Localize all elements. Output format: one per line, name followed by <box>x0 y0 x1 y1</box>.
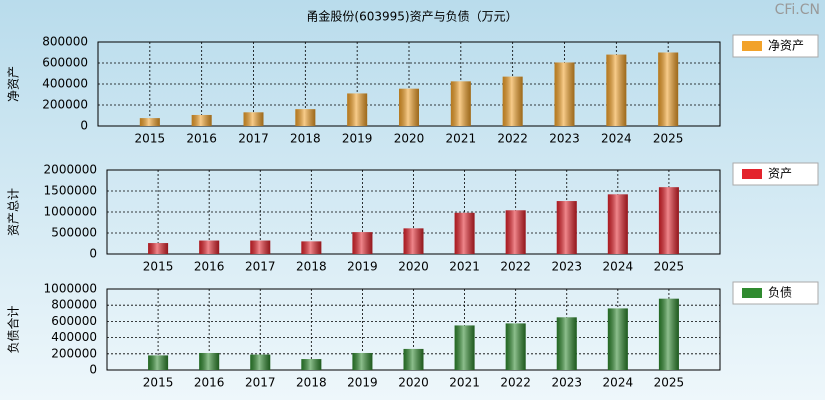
bar-shade <box>658 52 679 126</box>
x-tick-label: 2018 <box>296 260 327 274</box>
y-tick-label: 800000 <box>42 35 88 49</box>
y-tick-label: 0 <box>89 363 97 377</box>
y-tick-label: 400000 <box>51 330 97 344</box>
y-tick-label: 200000 <box>51 346 97 360</box>
bar-shade <box>505 323 526 370</box>
bar-shade <box>607 194 628 254</box>
x-tick-label: 2024 <box>603 260 634 274</box>
watermark: CFi.CN <box>775 2 820 18</box>
bar-shade <box>250 240 271 254</box>
x-tick-label: 2022 <box>497 132 528 146</box>
y-tick-label: 1000000 <box>44 282 97 296</box>
bar-shade <box>606 54 627 126</box>
bar-shade <box>607 308 628 370</box>
legend-box <box>732 162 819 186</box>
y-tick-label: 2000000 <box>44 163 97 177</box>
bar-shade <box>250 354 271 370</box>
legend-label: 资产 <box>768 167 792 181</box>
x-tick-label: 2015 <box>143 376 174 390</box>
y-tick-label: 200000 <box>42 98 88 112</box>
y-tick-label: 400000 <box>42 77 88 91</box>
x-tick-label: 2016 <box>186 132 217 146</box>
bar-shade <box>199 352 220 370</box>
legend-swatch <box>742 41 762 51</box>
y-tick-label: 1500000 <box>44 184 97 198</box>
bar-shade <box>191 114 212 126</box>
x-tick-label: 2020 <box>394 132 425 146</box>
bar-shade <box>139 118 160 126</box>
bar-shade <box>347 93 368 126</box>
x-tick-label: 2017 <box>245 376 276 390</box>
bar-shade <box>403 228 424 254</box>
bar-shade <box>556 201 577 254</box>
x-tick-label: 2016 <box>194 376 225 390</box>
bar-shade <box>352 232 373 254</box>
bar-shade <box>295 109 316 126</box>
legend-swatch <box>742 288 762 298</box>
x-tick-label: 2024 <box>601 132 632 146</box>
bar-shade <box>199 240 220 254</box>
bar-shade <box>352 352 373 370</box>
legend-box <box>732 281 819 305</box>
x-tick-label: 2021 <box>449 260 480 274</box>
y-tick-label: 600000 <box>42 56 88 70</box>
x-tick-label: 2019 <box>347 376 378 390</box>
x-tick-label: 2021 <box>449 376 480 390</box>
y-tick-label: 0 <box>89 247 97 261</box>
bar-shade <box>505 210 526 254</box>
bar-shade <box>301 359 322 370</box>
x-tick-label: 2023 <box>549 132 580 146</box>
y-tick-label: 600000 <box>51 314 97 328</box>
bar-shade <box>554 62 575 126</box>
x-tick-label: 2019 <box>342 132 373 146</box>
y-tick-label: 1000000 <box>44 205 97 219</box>
x-tick-label: 2018 <box>290 132 321 146</box>
y-tick-label: 800000 <box>51 298 97 312</box>
x-tick-label: 2020 <box>398 376 429 390</box>
y-tick-label: 500000 <box>51 226 97 240</box>
bar-shade <box>148 243 169 254</box>
bar-shade <box>399 88 419 126</box>
bar-shade <box>243 112 264 126</box>
bar-shade <box>658 187 679 254</box>
y-axis-label: 资产总计 <box>7 188 21 236</box>
x-tick-label: 2017 <box>238 132 269 146</box>
legend-box <box>732 34 819 58</box>
legend-label: 负债 <box>768 286 792 300</box>
bar-shade <box>454 212 475 254</box>
x-tick-label: 2021 <box>446 132 477 146</box>
x-tick-label: 2025 <box>653 132 684 146</box>
bar-shade <box>403 348 424 370</box>
bar-shade <box>658 298 679 370</box>
y-axis-label: 负债合计 <box>6 305 21 353</box>
y-axis-label: 净资产 <box>7 66 21 102</box>
x-tick-label: 2019 <box>347 260 378 274</box>
x-tick-label: 2016 <box>194 260 225 274</box>
x-tick-label: 2015 <box>135 132 166 146</box>
bar-shade <box>556 317 577 370</box>
x-tick-label: 2023 <box>551 260 582 274</box>
chart-title: 甬金股份(603995)资产与负债（万元） <box>306 9 517 24</box>
x-tick-label: 2024 <box>603 376 634 390</box>
y-tick-label: 0 <box>80 119 88 133</box>
bar-shade <box>450 81 471 126</box>
x-tick-label: 2020 <box>398 260 429 274</box>
legend-swatch <box>742 169 762 179</box>
x-tick-label: 2023 <box>551 376 582 390</box>
legend-label: 净资产 <box>768 39 804 53</box>
x-tick-label: 2017 <box>245 260 276 274</box>
x-tick-label: 2025 <box>654 376 685 390</box>
x-tick-label: 2018 <box>296 376 327 390</box>
bar-shade <box>301 241 322 254</box>
bar-shade <box>454 325 475 370</box>
x-tick-label: 2022 <box>500 376 531 390</box>
x-tick-label: 2025 <box>654 260 685 274</box>
bar-shade <box>502 76 523 126</box>
x-tick-label: 2022 <box>500 260 531 274</box>
x-tick-label: 2015 <box>143 260 174 274</box>
bar-shade <box>148 355 169 370</box>
